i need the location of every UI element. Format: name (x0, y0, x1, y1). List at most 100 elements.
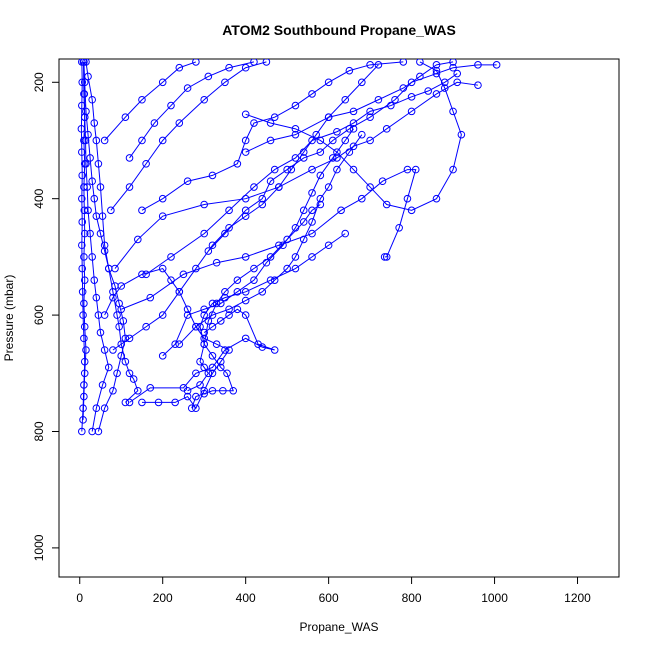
data-point (78, 427, 86, 436)
data-point (80, 253, 88, 261)
data-point (200, 328, 208, 337)
series-1 (79, 59, 90, 424)
data-point (266, 253, 275, 261)
series-16 (138, 59, 408, 215)
data-point (241, 311, 250, 319)
data-point (233, 159, 242, 168)
data-point (349, 119, 358, 127)
data-point (78, 171, 87, 180)
data-point (358, 130, 366, 139)
series-line (245, 61, 454, 153)
series-line (121, 169, 417, 310)
data-point (316, 194, 325, 203)
data-point (100, 241, 109, 250)
data-point (150, 119, 159, 127)
data-point (92, 404, 101, 413)
data-point (291, 264, 300, 273)
data-point (80, 113, 89, 122)
data-point (98, 212, 107, 220)
series-line (245, 61, 462, 211)
data-point (80, 322, 89, 331)
data-point (250, 276, 258, 284)
data-point (299, 148, 308, 156)
data-point (100, 136, 109, 145)
data-point (80, 229, 89, 238)
data-point (92, 136, 101, 145)
data-point (341, 229, 350, 238)
data-point (175, 63, 184, 72)
x-tick-label: 1200 (564, 591, 591, 605)
data-point (192, 322, 200, 331)
series-line (191, 233, 346, 409)
data-point (121, 398, 130, 407)
x-axis: 0 200 400 600 800 1000 1200 (76, 577, 591, 605)
data-point (111, 264, 119, 273)
x-tick-label: 0 (76, 591, 83, 605)
data-point (208, 241, 217, 250)
data-point (382, 253, 391, 261)
series-layer (77, 59, 501, 436)
data-point (308, 189, 316, 197)
data-point (424, 87, 432, 95)
data-point (395, 223, 403, 232)
data-point (262, 258, 271, 267)
data-point (308, 206, 316, 215)
series-18 (142, 69, 462, 279)
y-axis-label: Pressure (mbar) (2, 275, 16, 362)
data-point (366, 61, 374, 69)
data-point (324, 113, 333, 122)
series-line (110, 61, 267, 211)
data-point (283, 165, 291, 174)
data-point (366, 183, 374, 191)
x-axis-label: Propane_WAS (300, 620, 379, 634)
data-point (82, 159, 90, 168)
data-point (204, 247, 213, 255)
data-point (291, 253, 300, 261)
data-point (316, 171, 325, 180)
data-point (457, 130, 466, 139)
data-point (341, 95, 350, 104)
data-point (183, 84, 192, 92)
data-point (316, 200, 325, 209)
data-point (308, 136, 316, 145)
data-point (432, 194, 441, 203)
data-point (283, 264, 291, 273)
data-point (399, 59, 408, 66)
data-point (308, 90, 316, 98)
data-point (94, 159, 103, 168)
data-point (270, 165, 279, 174)
x-tick-label: 600 (319, 591, 339, 605)
data-point (432, 61, 441, 69)
data-point (171, 340, 179, 348)
data-point (337, 206, 345, 215)
data-point (266, 136, 275, 145)
data-point (382, 200, 391, 209)
data-point (291, 130, 300, 139)
data-point (125, 334, 134, 343)
plot-frame (58, 58, 620, 578)
data-point (113, 369, 121, 378)
data-point (78, 194, 86, 203)
data-point (474, 61, 482, 69)
data-point (241, 110, 250, 119)
data-point (146, 293, 155, 302)
data-point (374, 95, 383, 104)
data-point (175, 288, 184, 296)
data-point (407, 206, 416, 215)
data-point (104, 363, 113, 372)
data-point (299, 218, 308, 226)
data-point (109, 293, 117, 302)
data-point (324, 78, 333, 87)
data-point (138, 206, 146, 215)
data-point (262, 59, 271, 66)
data-point (432, 90, 441, 98)
data-point (358, 194, 366, 203)
data-point (84, 130, 92, 139)
series-line (129, 61, 255, 159)
data-point (92, 293, 101, 302)
data-point (115, 322, 123, 331)
data-point (241, 288, 250, 296)
data-point (78, 148, 86, 156)
data-point (216, 299, 225, 308)
data-point (312, 130, 320, 139)
